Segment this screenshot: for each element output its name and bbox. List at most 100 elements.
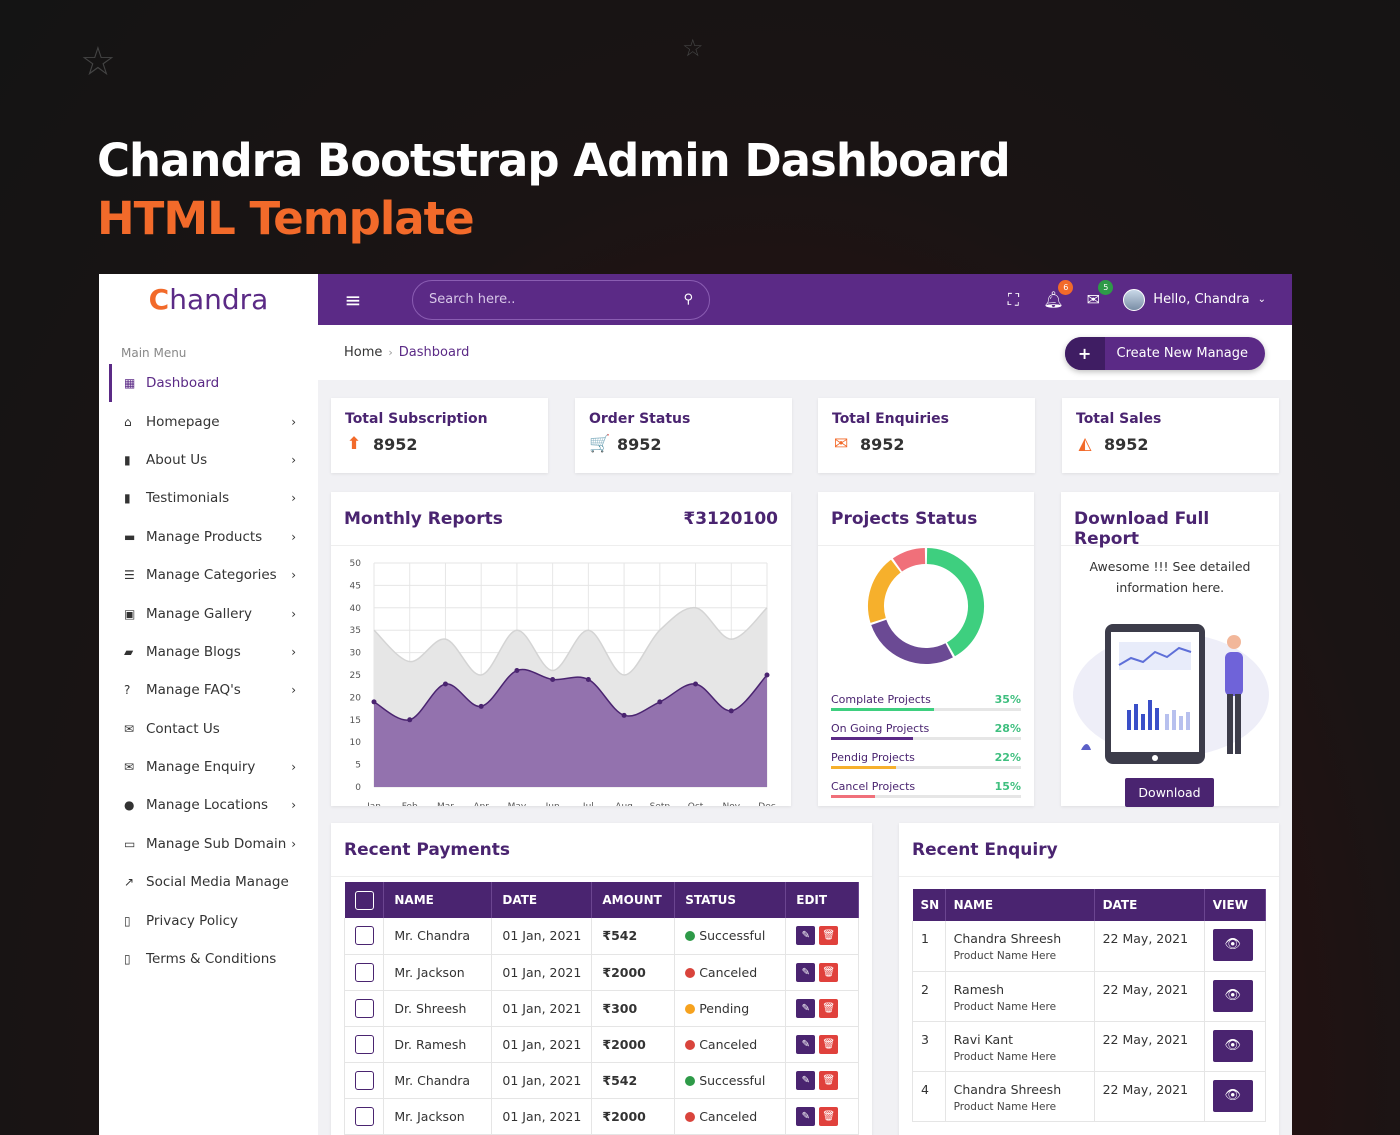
stat-title: Total Subscription	[345, 411, 488, 427]
sidebar-item[interactable]: ▮ Testimonials ›	[99, 479, 318, 517]
edit-cell: ✎ 🗑︎	[785, 990, 859, 1027]
search-icon[interactable]: ⚲	[683, 292, 693, 307]
row-checkbox[interactable]	[355, 1106, 374, 1126]
delete-trash-icon[interactable]: 🗑︎	[819, 1034, 839, 1054]
sidebar-item-label: About Us	[146, 451, 208, 468]
create-new-manage-button[interactable]: + Create New Manage	[1064, 337, 1265, 370]
hero-title: Chandra Bootstrap Admin Dashboard	[97, 134, 1011, 187]
monthly-reports-card: Monthly Reports ₹3120100 0 5 10 15 20 25 30 35 4…	[331, 492, 791, 806]
row-checkbox[interactable]	[355, 998, 374, 1018]
bell-icon[interactable]: 🔔︎ 6	[1043, 280, 1074, 309]
edit-pencil-icon[interactable]: ✎	[796, 998, 816, 1018]
delete-trash-icon[interactable]: 🗑︎	[819, 998, 839, 1018]
sidebar-item[interactable]: ✉ Contact Us	[99, 710, 318, 748]
stat-card: Total Sales ◭ 8952	[1062, 398, 1279, 473]
image-icon: ▣	[124, 606, 136, 621]
project-legend-item: Complate Projects 35%	[831, 693, 1021, 711]
row-checkbox[interactable]	[355, 926, 374, 946]
sidebar-item[interactable]: ▯ Terms & Conditions	[99, 940, 318, 978]
column-header: AMOUNT	[591, 882, 676, 918]
delete-trash-icon[interactable]: 🗑︎	[819, 1070, 839, 1090]
project-legend-item: On Going Projects 28%	[831, 722, 1021, 740]
edit-pencil-icon[interactable]: ✎	[796, 926, 816, 946]
data-point	[550, 676, 556, 682]
folder-open-icon: ▭	[124, 836, 136, 851]
select-all-header[interactable]	[344, 882, 385, 918]
sidebar-item[interactable]: ▮ About Us ›	[99, 441, 318, 479]
project-legend-label: On Going Projects	[831, 722, 930, 735]
delete-trash-icon[interactable]: 🗑︎	[819, 1106, 839, 1126]
sidebar-item[interactable]: ▯ Privacy Policy	[99, 901, 318, 939]
select-all-checkbox[interactable]	[354, 890, 374, 910]
chevron-right-icon: ›	[291, 760, 296, 775]
sidebar-item[interactable]: ✉ Manage Enquiry ›	[99, 748, 318, 786]
column-header: STATUS	[674, 882, 787, 918]
envelope-icon: ✉	[124, 721, 135, 736]
sidebar-item[interactable]: ☰ Manage Categories ›	[99, 556, 318, 594]
enquiry-name-cell: Chandra Shreesh Product Name Here	[945, 921, 1095, 972]
project-legend-pct: 15%	[994, 780, 1021, 793]
delete-trash-icon[interactable]: 🗑︎	[819, 962, 839, 982]
sidebar-item[interactable]: ▣ Manage Gallery ›	[99, 594, 318, 632]
stat-title: Order Status	[589, 411, 691, 427]
logo-text: handra	[169, 283, 269, 316]
table-row: 3 Ravi Kant Product Name Here 22 May, 2021 👁…	[912, 1021, 1267, 1072]
view-eye-icon[interactable]: 👁︎	[1212, 1029, 1253, 1062]
enquiry-product: Product Name Here	[953, 1000, 1057, 1013]
book-icon: ▰	[124, 644, 134, 659]
archive-icon: ▬	[124, 529, 136, 544]
hamburger-menu-icon[interactable]: ≡	[344, 287, 362, 312]
brand-logo[interactable]: Chandra	[99, 274, 318, 325]
envelope-open-icon: ✉	[124, 760, 135, 775]
edit-pencil-icon[interactable]: ✎	[796, 1070, 816, 1090]
view-eye-icon[interactable]: 👁︎	[1212, 979, 1253, 1012]
row-checkbox[interactable]	[355, 962, 374, 982]
sidebar-item[interactable]: ▦ Dashboard	[99, 364, 318, 403]
sidebar-item[interactable]: ▬ Manage Products ›	[99, 518, 318, 556]
search-input[interactable]	[429, 292, 684, 307]
row-checkbox[interactable]	[355, 1034, 374, 1054]
edit-pencil-icon[interactable]: ✎	[796, 1106, 816, 1126]
status-dot-icon	[685, 931, 696, 942]
view-eye-icon[interactable]: 👁︎	[1212, 1079, 1253, 1112]
table-row: Mr. Jackson 01 Jan, 2021 ₹2000 Canceled ✎ 🗑︎	[343, 1098, 859, 1135]
download-description: Awesome !!! See detailed information her…	[1061, 546, 1279, 598]
x-tick-label: May	[508, 802, 527, 806]
column-header: SN	[912, 889, 946, 921]
sidebar-item[interactable]: ? Manage FAQ's ›	[99, 671, 318, 709]
projects-status-title: Projects Status	[818, 492, 1034, 546]
file-icon: ▯	[124, 952, 131, 967]
sidebar-item[interactable]: ⌂ Homepage ›	[99, 402, 318, 440]
edit-cell: ✎ 🗑︎	[785, 1026, 859, 1063]
x-tick-label: Oct	[688, 802, 704, 806]
enquiry-sn: 4	[912, 1071, 946, 1122]
x-tick-label: Mar	[437, 802, 454, 806]
sidebar: Main Menu ▦ Dashboard ⌂ Homepage › ▮ About Us ›…	[99, 325, 318, 1135]
edit-pencil-icon[interactable]: ✎	[796, 1034, 816, 1054]
view-eye-icon[interactable]: 👁︎	[1212, 929, 1253, 961]
view-cell: 👁︎	[1204, 1071, 1267, 1122]
sidebar-item[interactable]: ▰ Manage Blogs ›	[99, 633, 318, 671]
view-cell: 👁︎	[1204, 971, 1267, 1022]
payment-amount: ₹542	[591, 918, 676, 955]
row-checkbox[interactable]	[355, 1070, 374, 1090]
sidebar-item[interactable]: ▭ Manage Sub Domain ›	[99, 825, 318, 863]
delete-trash-icon[interactable]: 🗑︎	[819, 926, 839, 946]
payment-date: 01 Jan, 2021	[491, 1026, 593, 1063]
breadcrumb-home[interactable]: Home	[344, 345, 383, 360]
payment-status: Canceled	[674, 954, 787, 991]
data-point	[621, 712, 627, 718]
sidebar-item[interactable]: ↗ Social Media Manage	[99, 863, 318, 901]
user-menu[interactable]: Hello, Chandra ⌄	[1123, 288, 1266, 311]
data-point	[514, 668, 520, 674]
y-tick-label: 50	[350, 559, 362, 569]
sidebar-item[interactable]: ● Manage Locations ›	[99, 786, 318, 824]
download-button[interactable]: Download	[1125, 778, 1214, 807]
sidebar-item-label: Contact Us	[146, 720, 220, 737]
column-header: NAME	[945, 889, 1095, 921]
payment-amount: ₹300	[591, 990, 676, 1027]
data-point	[478, 703, 484, 709]
fullscreen-icon[interactable]: ⛶	[1007, 289, 1019, 309]
edit-pencil-icon[interactable]: ✎	[796, 962, 816, 982]
envelope-icon[interactable]: ✉ 5	[1083, 280, 1114, 309]
